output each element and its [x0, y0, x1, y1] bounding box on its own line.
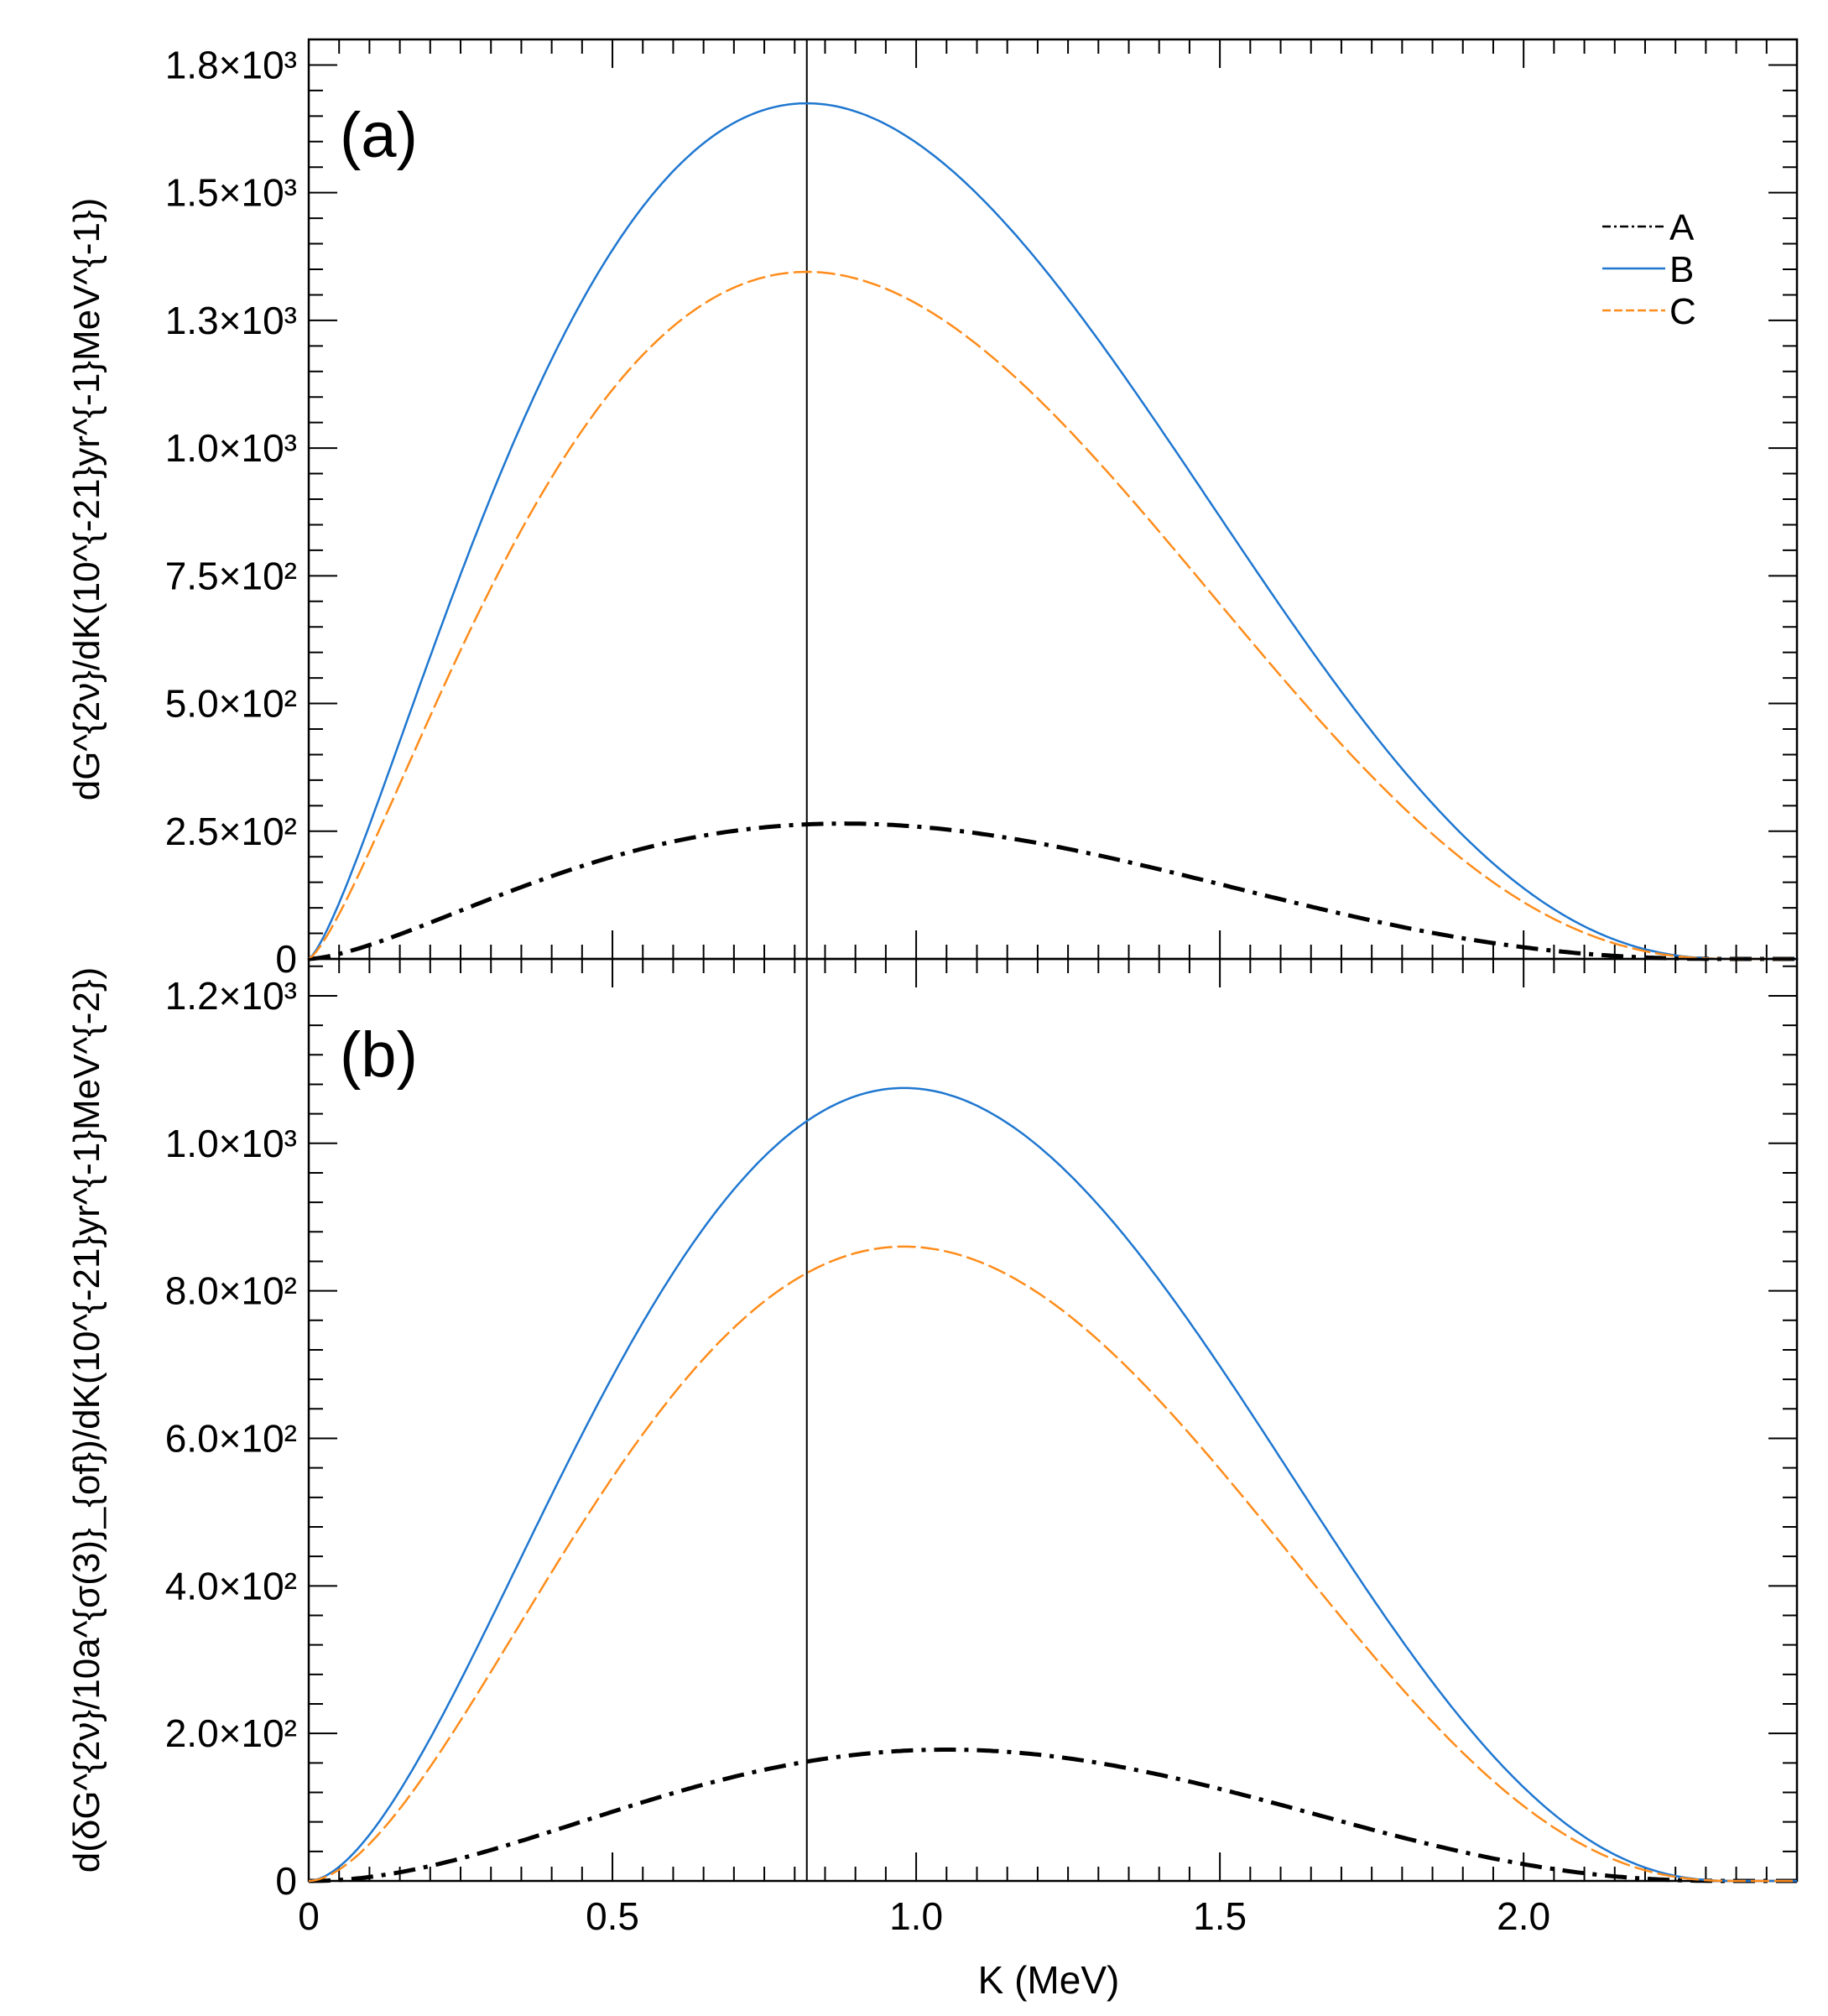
plot-frame	[307, 38, 1799, 961]
y-tick-label: 1.2×10³	[165, 974, 297, 1018]
y-tick-label: 0	[275, 1859, 297, 1903]
x-tick-label: 1.0	[889, 1894, 943, 1938]
y-axis-label: dG^{2ν}/dK(10^{-21}yr^{-1}MeV^{-1})	[66, 198, 107, 801]
series-C-line	[308, 270, 1797, 961]
y-tick-label: 5.0×10²	[165, 682, 297, 726]
y-axis-label: d(δG^{2ν}/10a^{σ(3)}_{of})/dK(10^{-21}yr…	[66, 967, 107, 1873]
plot-frame	[307, 957, 1799, 1883]
x-tick-label: 2.0	[1497, 1894, 1550, 1938]
y-tick-label: 8.0×10²	[165, 1269, 297, 1313]
series-C-line	[308, 1245, 1797, 1883]
panel-label: (b)	[340, 1019, 418, 1091]
panel-label: (a)	[340, 100, 418, 171]
y-tick-label: 1.0×10³	[165, 1122, 297, 1165]
y-tick-label: 2.0×10²	[165, 1711, 297, 1755]
x-axis-label: K (MeV)	[978, 1958, 1120, 2002]
legend: ABC	[1602, 207, 1696, 332]
y-tick-label: 7.5×10²	[165, 554, 297, 597]
series-A-line	[308, 821, 1797, 961]
y-tick-label: 1.5×10³	[165, 171, 297, 215]
x-tick-label: 0.5	[586, 1894, 639, 1938]
x-tick-label: 0	[298, 1894, 320, 1938]
y-tick-label: 1.0×10³	[165, 426, 297, 470]
y-tick-label: 4.0×10²	[165, 1564, 297, 1607]
panel-b: 0 2.0×10² 4.0×10² 6.0×10² 8.0×10² 1.0×10³ 1.2×…	[66, 957, 1799, 1903]
y-tick-label: 1.3×10³	[165, 299, 297, 342]
y-tick-label: 6.0×10²	[165, 1416, 297, 1460]
series-B-line	[308, 1086, 1797, 1883]
y-tick-label: 0	[275, 937, 297, 981]
legend-label-B: B	[1669, 249, 1694, 290]
series-B-line	[308, 102, 1797, 961]
series-A-line	[309, 1748, 1797, 1883]
y-tick-label: 1.8×10³	[165, 43, 297, 86]
legend-label-A: A	[1669, 207, 1695, 248]
y-tick-label: 2.5×10²	[165, 810, 297, 853]
legend-label-C: C	[1669, 291, 1696, 332]
panel-a: 0 2.5×10² 5.0×10² 7.5×10² 1.0×10³ 1.3×10³ 1.5×…	[66, 38, 1799, 981]
x-tick-label: 1.5	[1193, 1894, 1247, 1938]
